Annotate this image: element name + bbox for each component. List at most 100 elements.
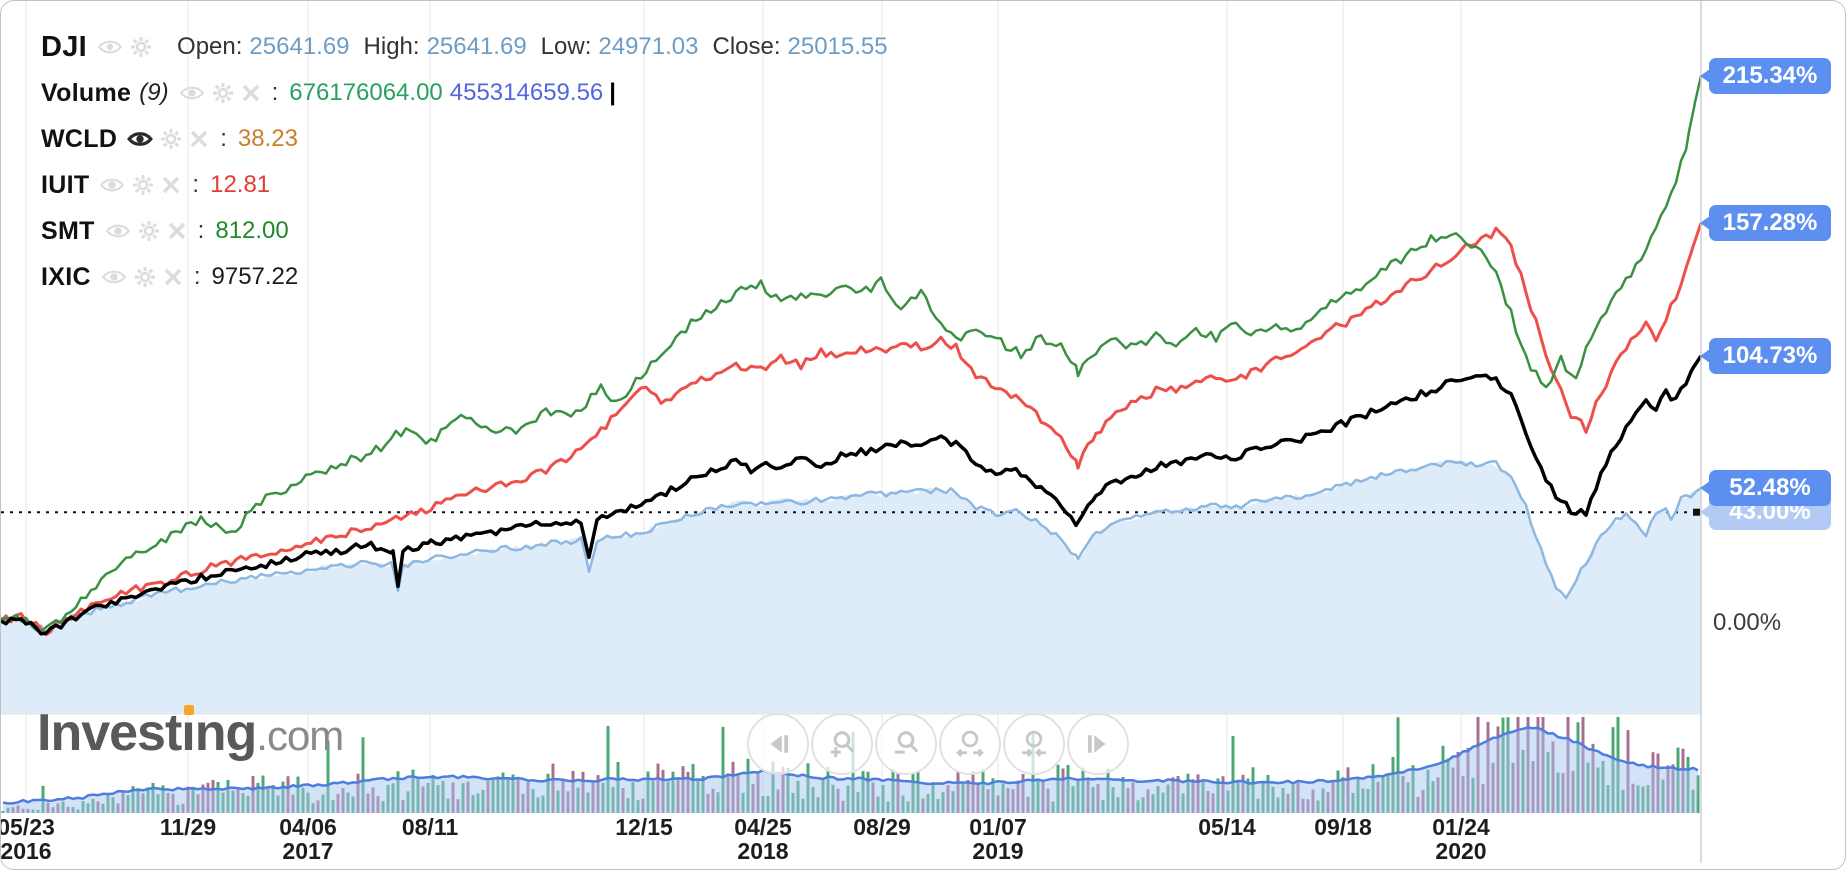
chart-toolbar <box>747 713 1131 775</box>
iuit-icons <box>99 174 188 196</box>
reference-line-end-dot <box>1693 508 1700 516</box>
visibility-eye-icon[interactable] <box>101 266 134 288</box>
ticker-iuit: IUIT <box>41 170 90 199</box>
settings-gear-icon[interactable] <box>212 82 241 104</box>
remove-series-icon[interactable] <box>163 267 190 287</box>
legend-row-iuit: IUIT : 12.81 <box>41 167 888 203</box>
x-axis: 05/23 2016 11/29 04/06 2017 08/11 12/15 04/25 20… <box>1 815 1701 867</box>
remove-series-icon[interactable] <box>189 129 216 149</box>
dji-area-fill <box>1 459 1701 714</box>
volume-ma-area <box>3 727 1698 813</box>
settings-gear-icon[interactable] <box>138 220 167 242</box>
wcld-value: 38.23 <box>237 125 298 152</box>
contract-range-button[interactable] <box>1003 713 1065 775</box>
legend-row-volume: Volume (9) : 676176064.00 455314659.56 | <box>41 75 888 111</box>
ticker-smt: SMT <box>41 216 95 245</box>
pan-left-button[interactable] <box>747 713 809 775</box>
x-axis-label: 09/18 <box>1314 814 1372 840</box>
settings-gear-icon[interactable] <box>160 128 189 150</box>
close-value: 25015.55 <box>787 33 888 60</box>
ticker-ixic: IXIC <box>41 262 91 291</box>
colon: : <box>197 217 205 244</box>
volume-bar <box>1696 775 1700 813</box>
ixic-value: 9757.22 <box>211 263 299 290</box>
volume-label: Volume <box>41 78 132 107</box>
volume-ma-line <box>2 726 1699 805</box>
legend-row-smt: SMT : 812.00 <box>41 213 888 249</box>
volume-value-up: 676176064.00 <box>289 79 443 106</box>
visibility-eye-icon[interactable] <box>99 174 132 196</box>
zoom-out-button[interactable] <box>875 713 937 775</box>
visibility-eye-icon[interactable] <box>105 220 138 242</box>
scale-badge-dji: 52.48% <box>1700 470 1831 507</box>
investing-com-logo[interactable]: Investıng.com <box>37 704 344 762</box>
settings-gear-icon[interactable] <box>132 174 161 196</box>
colon: : <box>220 125 227 152</box>
x-axis-label: 12/15 <box>615 814 673 840</box>
volume-bar <box>606 725 610 813</box>
colon: : <box>192 171 200 198</box>
volume-period: (9) <box>139 79 169 106</box>
legend-row-ixic: IXIC : 9757.22 <box>41 259 888 295</box>
legend-row-dji: DJI Open: 25641.69 High: 25641.69 Low: 2… <box>41 29 888 65</box>
settings-gear-icon[interactable] <box>130 36 159 58</box>
remove-series-icon[interactable] <box>161 175 188 195</box>
wcld-icons <box>127 128 216 150</box>
open-value: 25641.69 <box>249 33 350 60</box>
low-label: Low: <box>540 33 592 60</box>
x-axis-label: 01/24 2020 <box>1432 814 1490 864</box>
x-axis-label: 04/25 2018 <box>734 814 792 864</box>
series-line-ixic <box>1 355 1703 636</box>
settings-gear-icon[interactable] <box>134 266 163 288</box>
visibility-eye-icon[interactable] <box>179 82 212 104</box>
x-axis-label: 08/11 <box>401 814 459 840</box>
volume-bar <box>1231 735 1235 813</box>
scale-zero-label: 0.00% <box>1713 609 1782 636</box>
high-label: High: <box>363 33 420 60</box>
iuit-value: 12.81 <box>210 171 271 198</box>
colon: : <box>193 263 201 290</box>
x-axis-label: 11/29 <box>159 814 217 840</box>
series-line-iuit <box>1 222 1703 637</box>
volume-icons <box>179 82 268 104</box>
volume-bar <box>326 740 330 813</box>
low-value: 24971.03 <box>598 33 699 60</box>
open-label: Open: <box>177 33 243 60</box>
text-cursor: | <box>609 79 616 106</box>
smt-value: 812.00 <box>215 217 289 244</box>
series-line-dji <box>1 459 1702 635</box>
remove-series-icon[interactable] <box>167 221 194 241</box>
zoom-in-button[interactable] <box>811 713 873 775</box>
ticker-dji: DJI <box>41 30 88 63</box>
x-axis-label: 08/29 <box>853 814 911 840</box>
remove-series-icon[interactable] <box>241 83 268 103</box>
legend: DJI Open: 25641.69 High: 25641.69 Low: 2… <box>41 29 888 305</box>
x-axis-label: 05/23 2016 <box>0 814 55 864</box>
volume-bar <box>721 726 725 813</box>
expand-range-button[interactable] <box>939 713 1001 775</box>
scale-badge-smt: 215.34% <box>1700 58 1831 95</box>
series-line-smt <box>1 75 1703 634</box>
pan-right-button[interactable] <box>1067 713 1129 775</box>
close-label: Close: <box>712 33 781 60</box>
price-scale[interactable]: 215.34% 157.28% 104.73% 43.00% 52.48% 0.… <box>1700 1 1845 869</box>
smt-icons <box>105 220 194 242</box>
scale-badge-ixic: 104.73% <box>1700 338 1831 375</box>
volume-bar <box>361 737 365 813</box>
logo-text: Investıng <box>37 704 257 762</box>
colon: : <box>271 79 279 106</box>
scale-badge-iuit: 157.28% <box>1700 205 1831 242</box>
volume-value-ma: 455314659.56 <box>449 79 604 106</box>
high-value: 25641.69 <box>426 33 527 60</box>
visibility-eye-icon[interactable] <box>127 128 160 150</box>
volume-bar <box>1396 717 1400 813</box>
legend-row-wcld: WCLD : 38.23 <box>41 121 888 157</box>
ixic-icons <box>101 266 190 288</box>
visibility-eye-icon[interactable] <box>97 36 130 58</box>
x-axis-label: 01/07 2019 <box>969 814 1027 864</box>
ticker-wcld: WCLD <box>41 124 118 153</box>
x-axis-label: 05/14 <box>1198 814 1256 840</box>
x-axis-label: 04/06 2017 <box>279 814 337 864</box>
